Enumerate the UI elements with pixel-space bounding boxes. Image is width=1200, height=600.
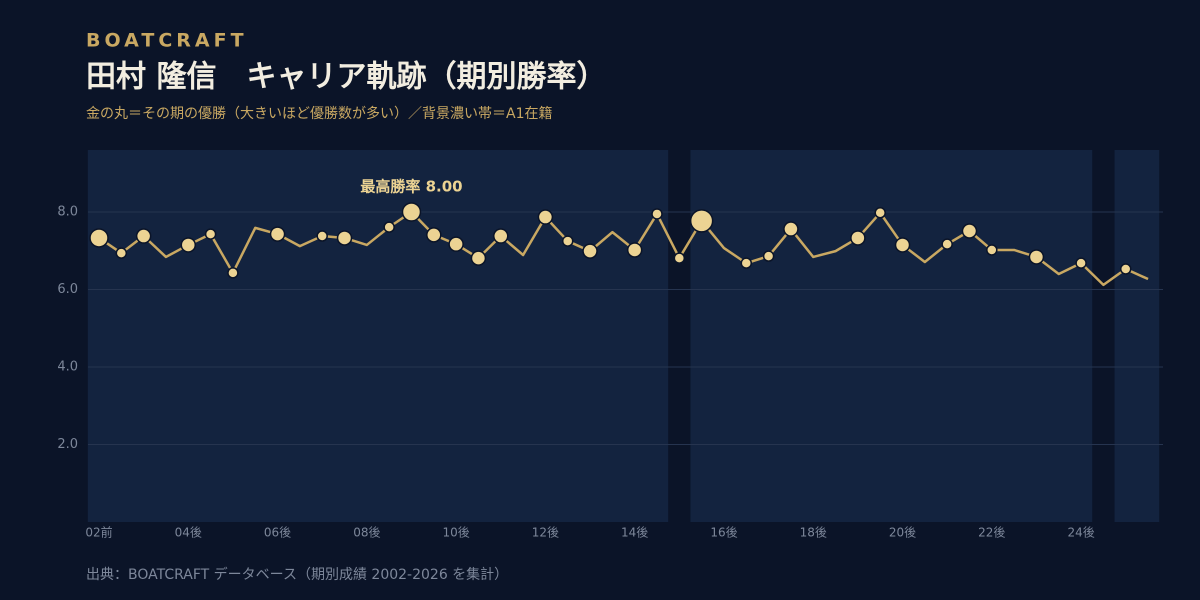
win-marker xyxy=(986,244,998,256)
win-marker xyxy=(561,235,574,247)
a1-band xyxy=(87,150,669,522)
win-marker xyxy=(316,230,328,242)
x-tick-label: 14後 xyxy=(621,526,648,540)
y-tick-label: 4.0 xyxy=(57,360,78,375)
win-marker xyxy=(135,228,152,244)
win-marker xyxy=(493,228,509,244)
win-marker xyxy=(961,223,978,239)
x-tick-label: 02前 xyxy=(85,525,112,540)
chart-subtitle: 金の丸＝その期の優勝（大きいほど優勝数が多い）／背景濃い帯＝A1在籍 xyxy=(86,105,552,122)
win-marker xyxy=(874,207,886,219)
x-tick-label: 16後 xyxy=(710,526,737,540)
source: 出典：BOATCRAFT データベース（期別成績 2002-2026 を集計） xyxy=(86,566,508,583)
win-marker xyxy=(336,230,353,246)
y-tick-label: 8.0 xyxy=(57,205,78,220)
y-tick-label: 2.0 xyxy=(57,437,78,452)
x-tick-label: 20後 xyxy=(889,526,916,540)
win-marker xyxy=(537,209,554,225)
win-marker xyxy=(651,208,663,220)
x-tick-label: 12後 xyxy=(532,526,559,540)
win-marker xyxy=(89,228,109,248)
win-marker xyxy=(673,252,686,264)
y-tick-label: 6.0 xyxy=(57,282,78,297)
a1-band xyxy=(690,150,1093,522)
a1-band xyxy=(1114,150,1160,522)
bands xyxy=(87,150,1160,522)
win-marker xyxy=(941,238,953,250)
win-marker xyxy=(1028,249,1045,265)
win-marker xyxy=(783,221,799,237)
win-marker xyxy=(470,250,487,266)
win-marker xyxy=(850,230,866,246)
win-marker xyxy=(426,227,442,243)
x-tick-label: 08後 xyxy=(353,526,380,540)
win-marker xyxy=(204,228,217,240)
x-tick-label: 06後 xyxy=(264,526,291,540)
win-marker xyxy=(448,236,464,252)
brand: BOATCRAFT xyxy=(86,30,248,52)
win-marker xyxy=(180,237,197,253)
win-marker xyxy=(894,237,911,253)
win-marker xyxy=(1119,263,1132,275)
x-tick-label: 24後 xyxy=(1067,526,1094,540)
win-marker xyxy=(1075,257,1087,269)
x-tick-label: 10後 xyxy=(442,526,469,540)
annotation: 最高勝率 8.00 xyxy=(360,178,462,196)
x-tick-label: 18後 xyxy=(800,526,827,540)
win-marker xyxy=(762,250,775,262)
win-marker xyxy=(740,257,753,269)
win-marker xyxy=(582,243,598,259)
win-marker xyxy=(401,202,422,222)
win-marker xyxy=(227,267,239,279)
x-tick-label: 22後 xyxy=(978,526,1005,540)
win-marker xyxy=(383,221,395,233)
win-marker xyxy=(269,226,286,242)
chart-title: 田村 隆信 キャリア軌跡（期別勝率） xyxy=(86,60,606,95)
x-tick-label: 04後 xyxy=(175,526,202,540)
win-marker xyxy=(626,242,643,258)
win-marker xyxy=(115,247,128,259)
win-marker xyxy=(689,209,714,233)
